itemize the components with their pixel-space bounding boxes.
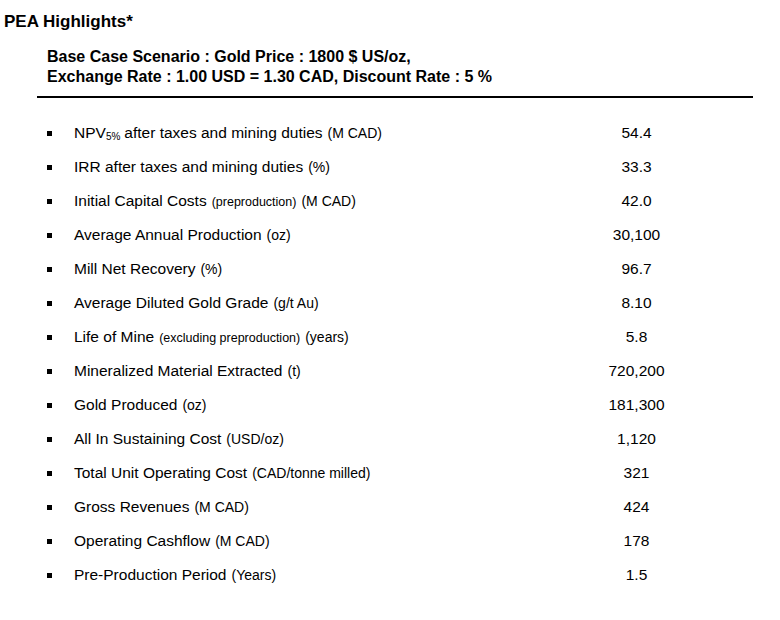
bullet-square-icon — [47, 267, 52, 272]
metric-label-unit: (M CAD) — [215, 533, 269, 549]
metric-label: Pre-Production Period (Years) — [74, 558, 276, 592]
metric-label-unit: (t) — [287, 363, 300, 379]
metric-row: Initial Capital Costs (preproduction) (M C… — [0, 184, 780, 218]
bullet-square-icon — [47, 437, 52, 442]
metric-label-main: NPV — [74, 124, 106, 141]
metric-value: 96.7 — [546, 252, 727, 286]
metric-row: All In Sustaining Cost (USD/oz) 1,120 — [0, 422, 780, 456]
metrics-list: NPV5% after taxes and mining duties (M CAD… — [0, 116, 780, 592]
bullet-square-icon — [47, 403, 52, 408]
metric-value: 1,120 — [546, 422, 727, 456]
metric-row: IRR after taxes and mining duties (%) 33.… — [0, 150, 780, 184]
metric-label-main: Average Diluted Gold Grade — [74, 294, 268, 311]
metric-label-unit: (%) — [308, 159, 330, 175]
page-title: PEA Highlights* — [4, 12, 133, 32]
metric-label-unit: (M CAD) — [301, 193, 355, 209]
metric-value: 1.5 — [546, 558, 727, 592]
metric-label-main: Mill Net Recovery — [74, 260, 195, 277]
metric-label-main: Gross Revenues — [74, 498, 189, 515]
metric-value: 424 — [546, 490, 727, 524]
metric-label-unit: (USD/oz) — [226, 431, 284, 447]
metric-label-unit: (oz) — [182, 397, 206, 413]
metric-row: Operating Cashflow (M CAD) 178 — [0, 524, 780, 558]
metric-row: Mill Net Recovery (%) 96.7 — [0, 252, 780, 286]
metric-label-unit: (Years) — [232, 567, 277, 583]
scenario-header: Base Case Scenario : Gold Price : 1800 $… — [47, 47, 492, 87]
bullet-square-icon — [47, 131, 52, 136]
metric-label-note: (preproduction) — [212, 195, 297, 209]
metric-label-unit: (oz) — [267, 227, 291, 243]
metric-value: 178 — [546, 524, 727, 558]
metric-value: 720,200 — [546, 354, 727, 388]
metric-value: 42.0 — [546, 184, 727, 218]
metric-row: Gross Revenues (M CAD) 424 — [0, 490, 780, 524]
metric-label-unit: (years) — [305, 329, 349, 345]
metric-label-main: Initial Capital Costs — [74, 192, 207, 209]
header-divider — [37, 96, 753, 98]
metric-label-main: Pre-Production Period — [74, 566, 227, 583]
metric-value: 30,100 — [546, 218, 727, 252]
metric-label-main: Mineralized Material Extracted — [74, 362, 282, 379]
metric-row: NPV5% after taxes and mining duties (M CAD… — [0, 116, 780, 150]
bullet-square-icon — [47, 539, 52, 544]
metric-label: Gross Revenues (M CAD) — [74, 490, 249, 524]
metric-label-main: Operating Cashflow — [74, 532, 210, 549]
metric-value: 54.4 — [546, 116, 727, 150]
metric-row: Average Annual Production (oz) 30,100 — [0, 218, 780, 252]
metric-label: All In Sustaining Cost (USD/oz) — [74, 422, 284, 456]
bullet-square-icon — [47, 301, 52, 306]
metric-label: Initial Capital Costs (preproduction) (M C… — [74, 184, 356, 218]
bullet-square-icon — [47, 233, 52, 238]
metric-value: 8.10 — [546, 286, 727, 320]
metric-row: Life of Mine (excluding preproduction) (ye… — [0, 320, 780, 354]
bullet-square-icon — [47, 199, 52, 204]
metric-value: 181,300 — [546, 388, 727, 422]
metric-label: NPV5% after taxes and mining duties (M CAD… — [74, 116, 382, 150]
metric-row: Average Diluted Gold Grade (g/t Au) 8.10 — [0, 286, 780, 320]
metric-label-continuation: after taxes and mining duties — [124, 124, 322, 141]
bullet-square-icon — [47, 369, 52, 374]
metric-label: Average Annual Production (oz) — [74, 218, 291, 252]
metric-value: 5.8 — [546, 320, 727, 354]
bullet-square-icon — [47, 165, 52, 170]
metric-label: Mineralized Material Extracted (t) — [74, 354, 301, 388]
slide-page: PEA Highlights* Base Case Scenario : Gol… — [0, 0, 780, 620]
bullet-square-icon — [47, 505, 52, 510]
bullet-square-icon — [47, 335, 52, 340]
metric-row: Gold Produced (oz) 181,300 — [0, 388, 780, 422]
metric-row: Mineralized Material Extracted (t) 720,20… — [0, 354, 780, 388]
metric-label-note: (excluding preproduction) — [159, 331, 300, 345]
metric-label-main: Total Unit Operating Cost — [74, 464, 247, 481]
scenario-line-2: Exchange Rate : 1.00 USD = 1.30 CAD, Dis… — [47, 67, 492, 87]
metric-label-unit: (M CAD) — [194, 499, 248, 515]
metric-label-unit: (%) — [200, 261, 222, 277]
scenario-line-1: Base Case Scenario : Gold Price : 1800 $… — [47, 47, 492, 67]
metric-label-main: All In Sustaining Cost — [74, 430, 221, 447]
metric-label-main: IRR after taxes and mining duties — [74, 158, 303, 175]
metric-label-main: Average Annual Production — [74, 226, 262, 243]
metric-label: Mill Net Recovery (%) — [74, 252, 222, 286]
metric-label-unit: (CAD/tonne milled) — [252, 465, 370, 481]
metric-row: Total Unit Operating Cost (CAD/tonne mill… — [0, 456, 780, 490]
metric-value: 321 — [546, 456, 727, 490]
metric-label: IRR after taxes and mining duties (%) — [74, 150, 330, 184]
metric-label: Average Diluted Gold Grade (g/t Au) — [74, 286, 319, 320]
metric-label: Operating Cashflow (M CAD) — [74, 524, 270, 558]
metric-label-main: Gold Produced — [74, 396, 177, 413]
metric-label: Gold Produced (oz) — [74, 388, 207, 422]
metric-label-main: Life of Mine — [74, 328, 154, 345]
metric-label: Total Unit Operating Cost (CAD/tonne mill… — [74, 456, 370, 490]
metric-label-unit: (M CAD) — [328, 125, 382, 141]
bullet-square-icon — [47, 471, 52, 476]
metric-label-unit: (g/t Au) — [273, 295, 318, 311]
bullet-square-icon — [47, 573, 52, 578]
metric-row: Pre-Production Period (Years) 1.5 — [0, 558, 780, 592]
metric-label: Life of Mine (excluding preproduction) (ye… — [74, 320, 349, 354]
metric-value: 33.3 — [546, 150, 727, 184]
metric-label-subscript: 5% — [106, 131, 120, 142]
